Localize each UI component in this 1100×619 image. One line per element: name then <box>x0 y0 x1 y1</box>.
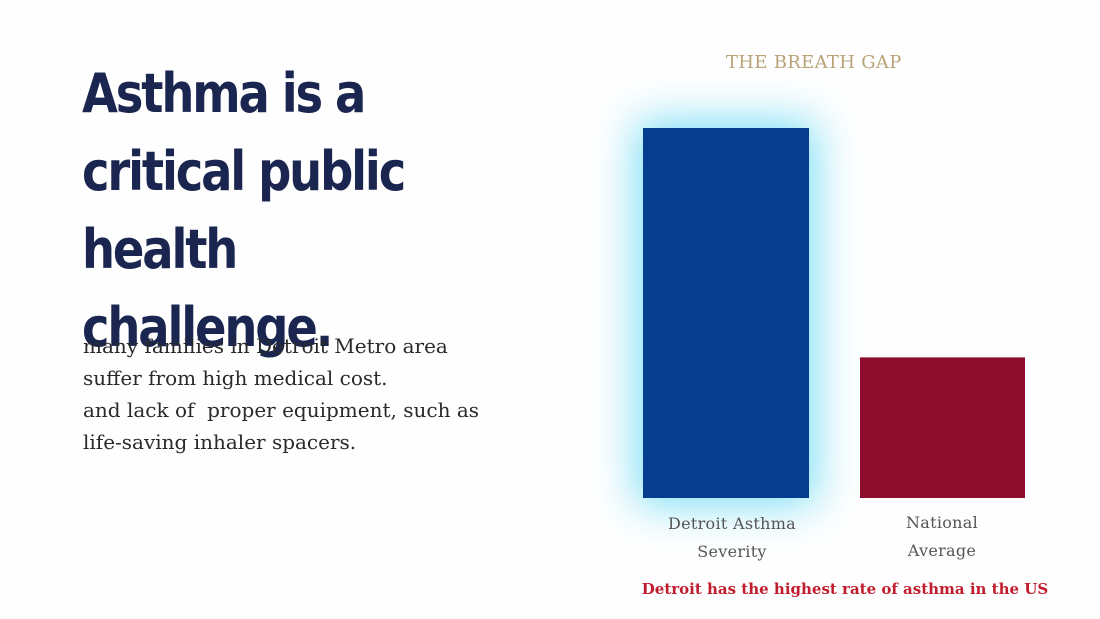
body-line: life-saving inhaler spacers. <box>83 430 357 454</box>
bar-detroit-asthma-severity <box>643 128 809 498</box>
chart-annotation: Detroit has the highest rate of asthma i… <box>641 580 1049 598</box>
bar-national-average <box>860 357 1025 498</box>
body-line: and lack of proper equipment, such as <box>83 398 480 422</box>
bar-chart <box>637 122 1025 504</box>
chart-title: THE BREATH GAP <box>726 52 902 73</box>
body-line: suffer from high medical cost. <box>83 366 388 390</box>
category-label-national: National Average <box>852 509 1032 565</box>
body-text: many families in Detroit Metro area suff… <box>83 330 553 458</box>
headline: Asthma is a critical public health chall… <box>82 62 406 359</box>
category-label-line: Average <box>907 541 977 560</box>
body-line: many families in Detroit Metro area <box>83 334 448 358</box>
category-label-line: National <box>905 513 979 532</box>
category-label-detroit: Detroit Asthma Severity <box>642 510 822 566</box>
category-label-line: Severity <box>697 542 767 561</box>
category-label-line: Detroit Asthma <box>667 514 797 533</box>
